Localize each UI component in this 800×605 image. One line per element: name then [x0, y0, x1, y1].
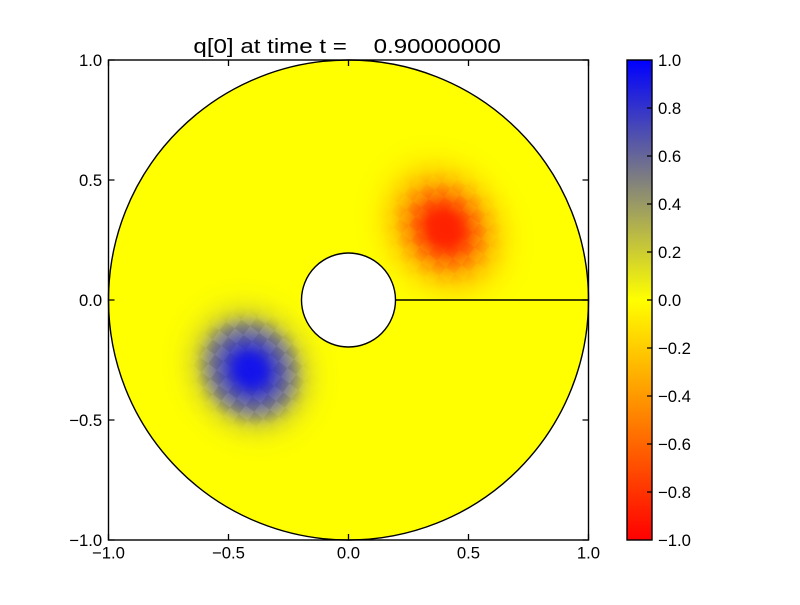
- svg-text:0.5: 0.5: [79, 171, 102, 190]
- svg-text:−0.8: −0.8: [658, 483, 691, 502]
- svg-text:0.0: 0.0: [79, 291, 102, 310]
- svg-text:−0.5: −0.5: [69, 411, 102, 430]
- svg-text:1.0: 1.0: [577, 544, 600, 563]
- svg-text:q[0] at time t = 0.90000000: q[0] at time t = 0.90000000: [193, 36, 501, 58]
- svg-text:−0.6: −0.6: [658, 435, 691, 454]
- svg-text:0.6: 0.6: [658, 147, 681, 166]
- svg-text:−0.4: −0.4: [658, 387, 691, 406]
- svg-text:1.0: 1.0: [658, 51, 681, 70]
- svg-text:0.2: 0.2: [658, 243, 681, 262]
- svg-text:−0.2: −0.2: [658, 339, 691, 358]
- svg-text:1.0: 1.0: [79, 51, 102, 70]
- svg-text:0.0: 0.0: [658, 291, 681, 310]
- svg-text:0.8: 0.8: [658, 99, 681, 118]
- svg-text:−1.0: −1.0: [658, 531, 691, 550]
- svg-text:0.4: 0.4: [658, 195, 681, 214]
- svg-text:−1.0: −1.0: [69, 531, 102, 550]
- svg-text:−1.0: −1.0: [92, 544, 125, 563]
- svg-text:0.0: 0.0: [337, 544, 360, 563]
- svg-text:−0.5: −0.5: [212, 544, 245, 563]
- svg-text:0.5: 0.5: [457, 544, 480, 563]
